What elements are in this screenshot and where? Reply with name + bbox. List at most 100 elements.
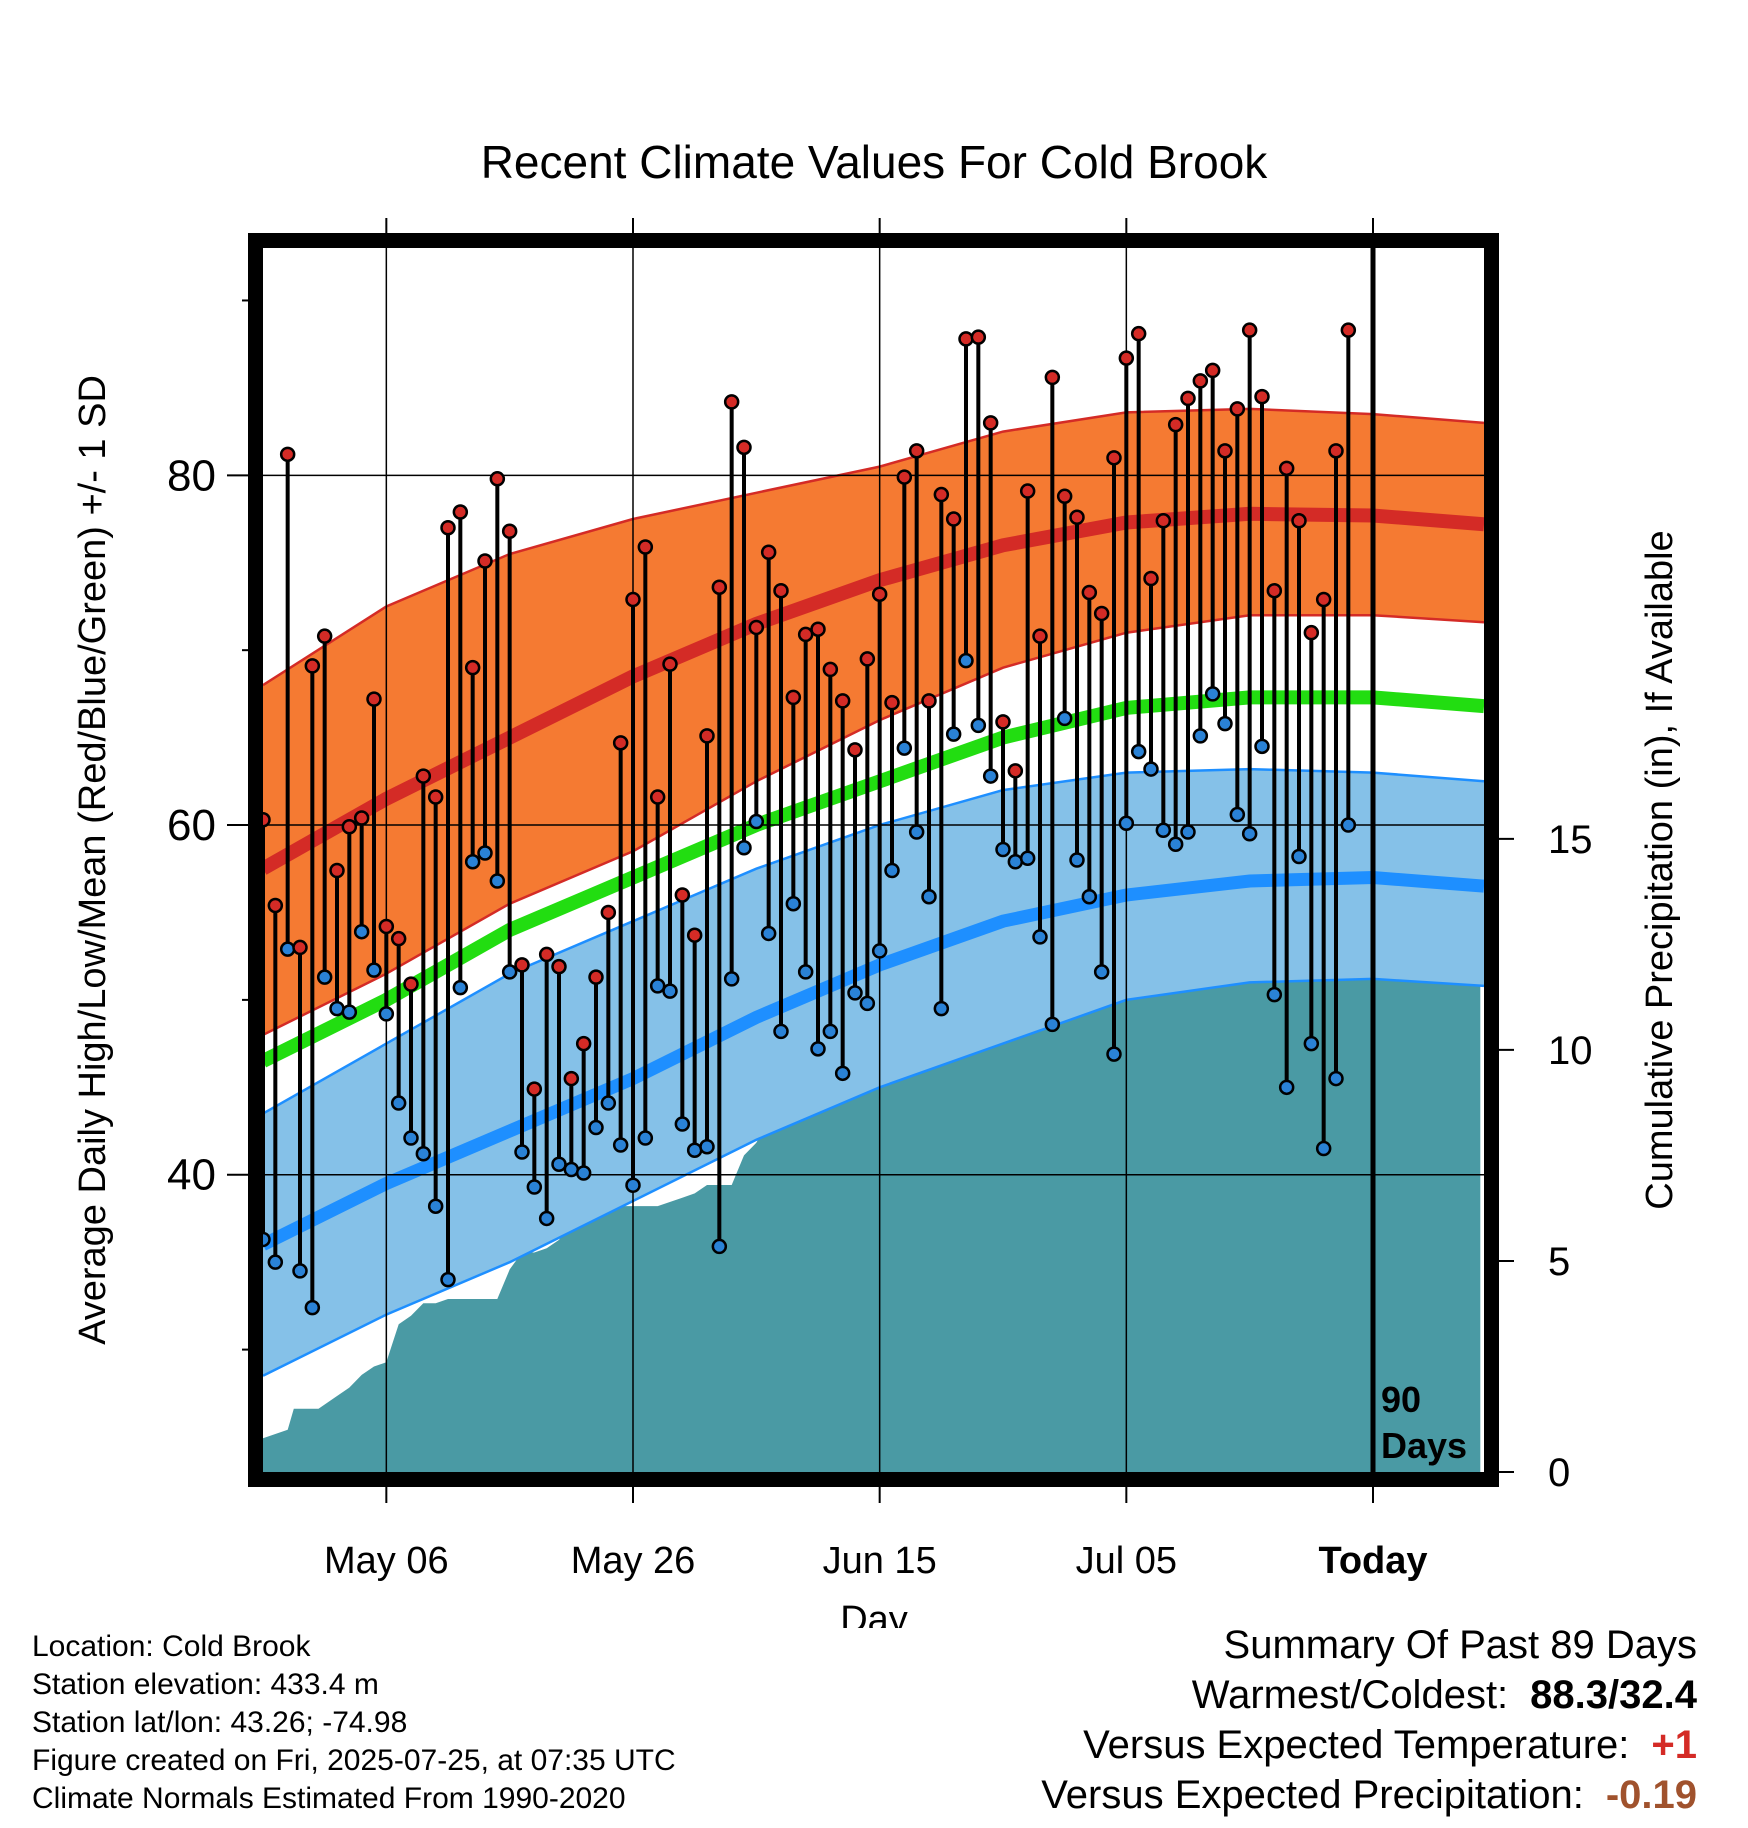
daily-high-point [600, 904, 617, 921]
temp-label: Versus Expected Temperature: [1083, 1723, 1630, 1767]
temp-value: +1 [1651, 1723, 1697, 1767]
y-tick-label: 80 [167, 451, 216, 500]
daily-low-point [575, 1165, 592, 1181]
daily-high-point [933, 486, 950, 503]
daily-high-point [1266, 582, 1283, 599]
daily-low-point [1291, 848, 1307, 865]
daily-low-point [871, 943, 888, 959]
daily-low-point [921, 888, 937, 905]
daily-high-point [390, 930, 407, 947]
daily-high-point [1315, 591, 1332, 608]
daily-low-point [1217, 715, 1233, 732]
daily-high-point [1044, 369, 1061, 386]
daily-high-point [575, 1035, 592, 1052]
daily-high-point [822, 661, 839, 678]
daily-high-point [366, 691, 382, 707]
daily-high-point [1291, 513, 1307, 529]
daily-low-point [995, 841, 1011, 858]
daily-high-point [378, 918, 395, 935]
daily-low-point [600, 1095, 617, 1111]
daily-high-point [625, 591, 641, 608]
daily-high-point [267, 897, 284, 914]
daily-low-point [353, 923, 370, 940]
daily-high-point [896, 469, 913, 485]
daily-high-point [995, 714, 1011, 730]
daily-high-point [1217, 443, 1233, 459]
today-days-label-number: 90 [1381, 1379, 1421, 1420]
precip-value: -0.19 [1605, 1773, 1697, 1817]
daily-low-point [1093, 964, 1110, 980]
daily-low-point [1315, 1140, 1332, 1157]
daily-high-point [316, 628, 333, 644]
daily-low-point [773, 1023, 789, 1040]
daily-low-point [1044, 1016, 1061, 1033]
daily-low-point [1081, 888, 1098, 905]
daily-low-point [847, 985, 863, 1001]
daily-high-point [588, 969, 604, 985]
summary-title: Summary Of Past 89 Days [1223, 1623, 1697, 1667]
daily-low-point [427, 1198, 444, 1214]
daily-high-point [427, 789, 444, 805]
daily-low-point [748, 813, 765, 830]
daily-low-point [538, 1210, 555, 1227]
daily-low-point [1266, 986, 1283, 1003]
x-tick-label: May 26 [571, 1540, 696, 1582]
daily-high-point [785, 689, 802, 706]
daily-low-point [933, 1000, 950, 1017]
daily-low-point [263, 1231, 271, 1248]
daily-low-point [1167, 836, 1184, 853]
daily-high-point [1155, 513, 1172, 529]
daily-low-point [1056, 710, 1073, 727]
daily-low-point [649, 978, 666, 994]
daily-high-point [1118, 350, 1135, 366]
plot-frame [248, 233, 1499, 1487]
daily-high-point [945, 511, 962, 527]
y-tick-label: 60 [167, 801, 216, 850]
daily-high-point [403, 976, 419, 992]
daily-high-point [526, 1081, 543, 1097]
daily-low-point [588, 1119, 604, 1136]
daily-high-point [1056, 488, 1073, 505]
daily-high-point [452, 504, 469, 520]
climate-chart: Recent Climate Values For Cold Brook 90 D… [72, 136, 1681, 1628]
daily-low-point [822, 1023, 839, 1040]
daily-low-point [452, 979, 469, 996]
daily-high-point [1069, 509, 1085, 526]
daily-low-point [514, 1144, 530, 1160]
precip-label: Versus Expected Precipitation: [1041, 1773, 1584, 1817]
daily-low-point [1032, 929, 1048, 945]
daily-low-point [329, 1000, 345, 1017]
daily-high-point [1106, 450, 1122, 466]
daily-low-point [563, 1161, 580, 1178]
daily-high-point [514, 957, 530, 973]
daily-high-point [921, 693, 937, 709]
daily-high-point [908, 443, 925, 459]
x-tick-label: Today [1318, 1540, 1427, 1582]
daily-low-point [403, 1130, 419, 1146]
daily-low-point [859, 995, 876, 1012]
daily-high-point [1143, 570, 1159, 587]
daily-high-point [1303, 624, 1320, 641]
daily-low-point [1069, 852, 1085, 868]
x-tick-label: May 06 [324, 1540, 449, 1582]
daily-high-point [341, 819, 358, 835]
daily-low-point [834, 1065, 851, 1082]
daily-high-point [1204, 362, 1221, 379]
daily-high-point [810, 621, 826, 637]
daily-low-point [501, 964, 518, 980]
daily-low-point [1155, 822, 1172, 839]
daily-high-point [1340, 322, 1357, 338]
daily-high-point [970, 329, 987, 345]
daily-low-point [958, 652, 974, 669]
daily-low-point [292, 1263, 308, 1279]
daily-low-point [1007, 853, 1024, 870]
daily-high-point [797, 626, 814, 643]
daily-low-point [637, 1130, 654, 1146]
daily-high-point [1032, 628, 1048, 644]
daily-low-point [612, 1137, 629, 1153]
warmest-label: Warmest/Coldest: [1191, 1673, 1509, 1717]
daily-high-point [440, 520, 456, 536]
daily-low-point [464, 853, 481, 870]
daily-high-point [1007, 763, 1024, 779]
daily-high-point [958, 331, 974, 347]
